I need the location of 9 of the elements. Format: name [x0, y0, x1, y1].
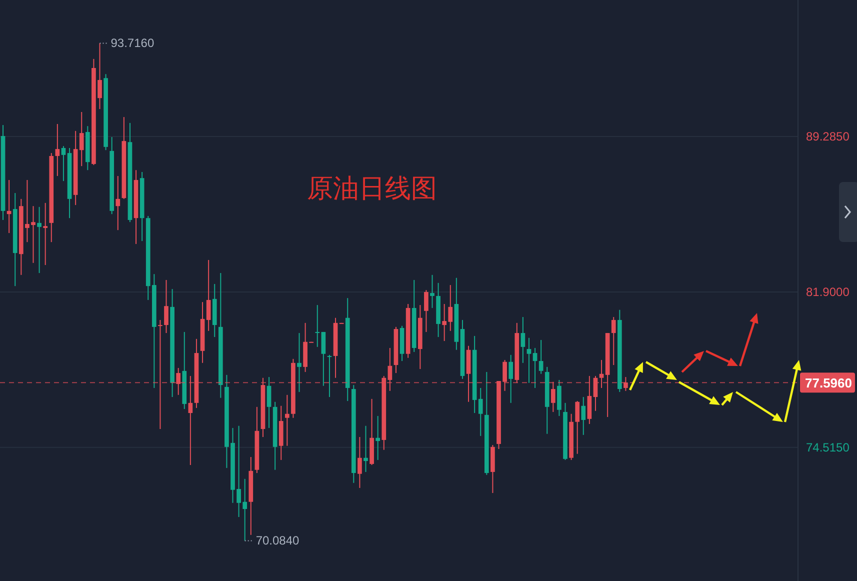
extreme-label: 93.7160 [99, 36, 154, 50]
text: 原油日线图 [307, 173, 437, 203]
y-tick-label: 81.9000 [806, 284, 850, 299]
extreme-label: 70.0840 [244, 534, 300, 548]
annotation: 93.7160 [110, 36, 154, 50]
annotation: 70.0840 [256, 534, 300, 548]
ref-line-label: 77.5960 [805, 376, 852, 391]
y-tick-label: 89.2850 [806, 130, 850, 144]
y-tick-label: 74.5150 [806, 440, 850, 454]
